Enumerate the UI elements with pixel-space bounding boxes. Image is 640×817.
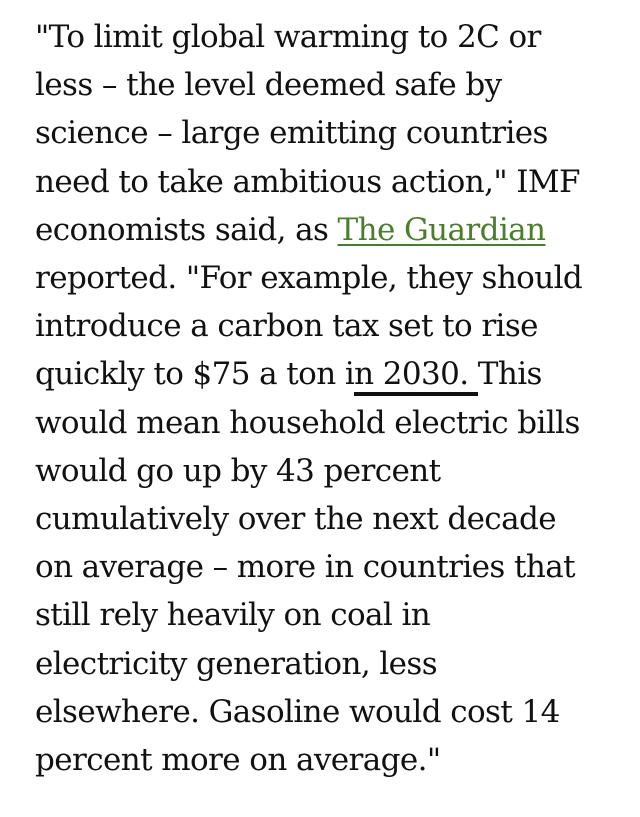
article-line: quickly to $75 a ton in 2030. This [35, 350, 635, 398]
article-text: This [477, 356, 543, 393]
underline-mark: n 2030. [354, 356, 478, 397]
article-body: "To limit global warming to 2C or less –… [35, 13, 635, 784]
guardian-link[interactable]: The Guardian [337, 211, 546, 248]
article-line: still rely heavily on coal in [35, 597, 431, 634]
article-line: percent more on average." [35, 742, 441, 779]
article-line: less – the level deemed safe by [35, 67, 502, 104]
article-text: quickly to $75 a ton i [35, 356, 355, 393]
article-line: cumulatively over the next decade [35, 501, 557, 538]
article-line: electricity generation, less [35, 645, 438, 682]
article-line: "To limit global warming to 2C or [35, 19, 541, 55]
article-line: would go up by 43 percent [35, 452, 441, 489]
article-line: would mean household electric bills [35, 404, 580, 441]
article-line: science – large emitting countries [35, 115, 548, 152]
article-line: on average – more in countries that [35, 549, 576, 586]
article-line: introduce a carbon tax set to rise [35, 308, 539, 345]
article-line: economists said, as The Guardian [35, 206, 635, 254]
article-line: reported. "For example, they should [35, 260, 583, 297]
article-line: need to take ambitious action," IMF [35, 163, 581, 200]
article-text: economists said, as [35, 211, 338, 248]
article-line: elsewhere. Gasoline would cost 14 [35, 693, 560, 730]
